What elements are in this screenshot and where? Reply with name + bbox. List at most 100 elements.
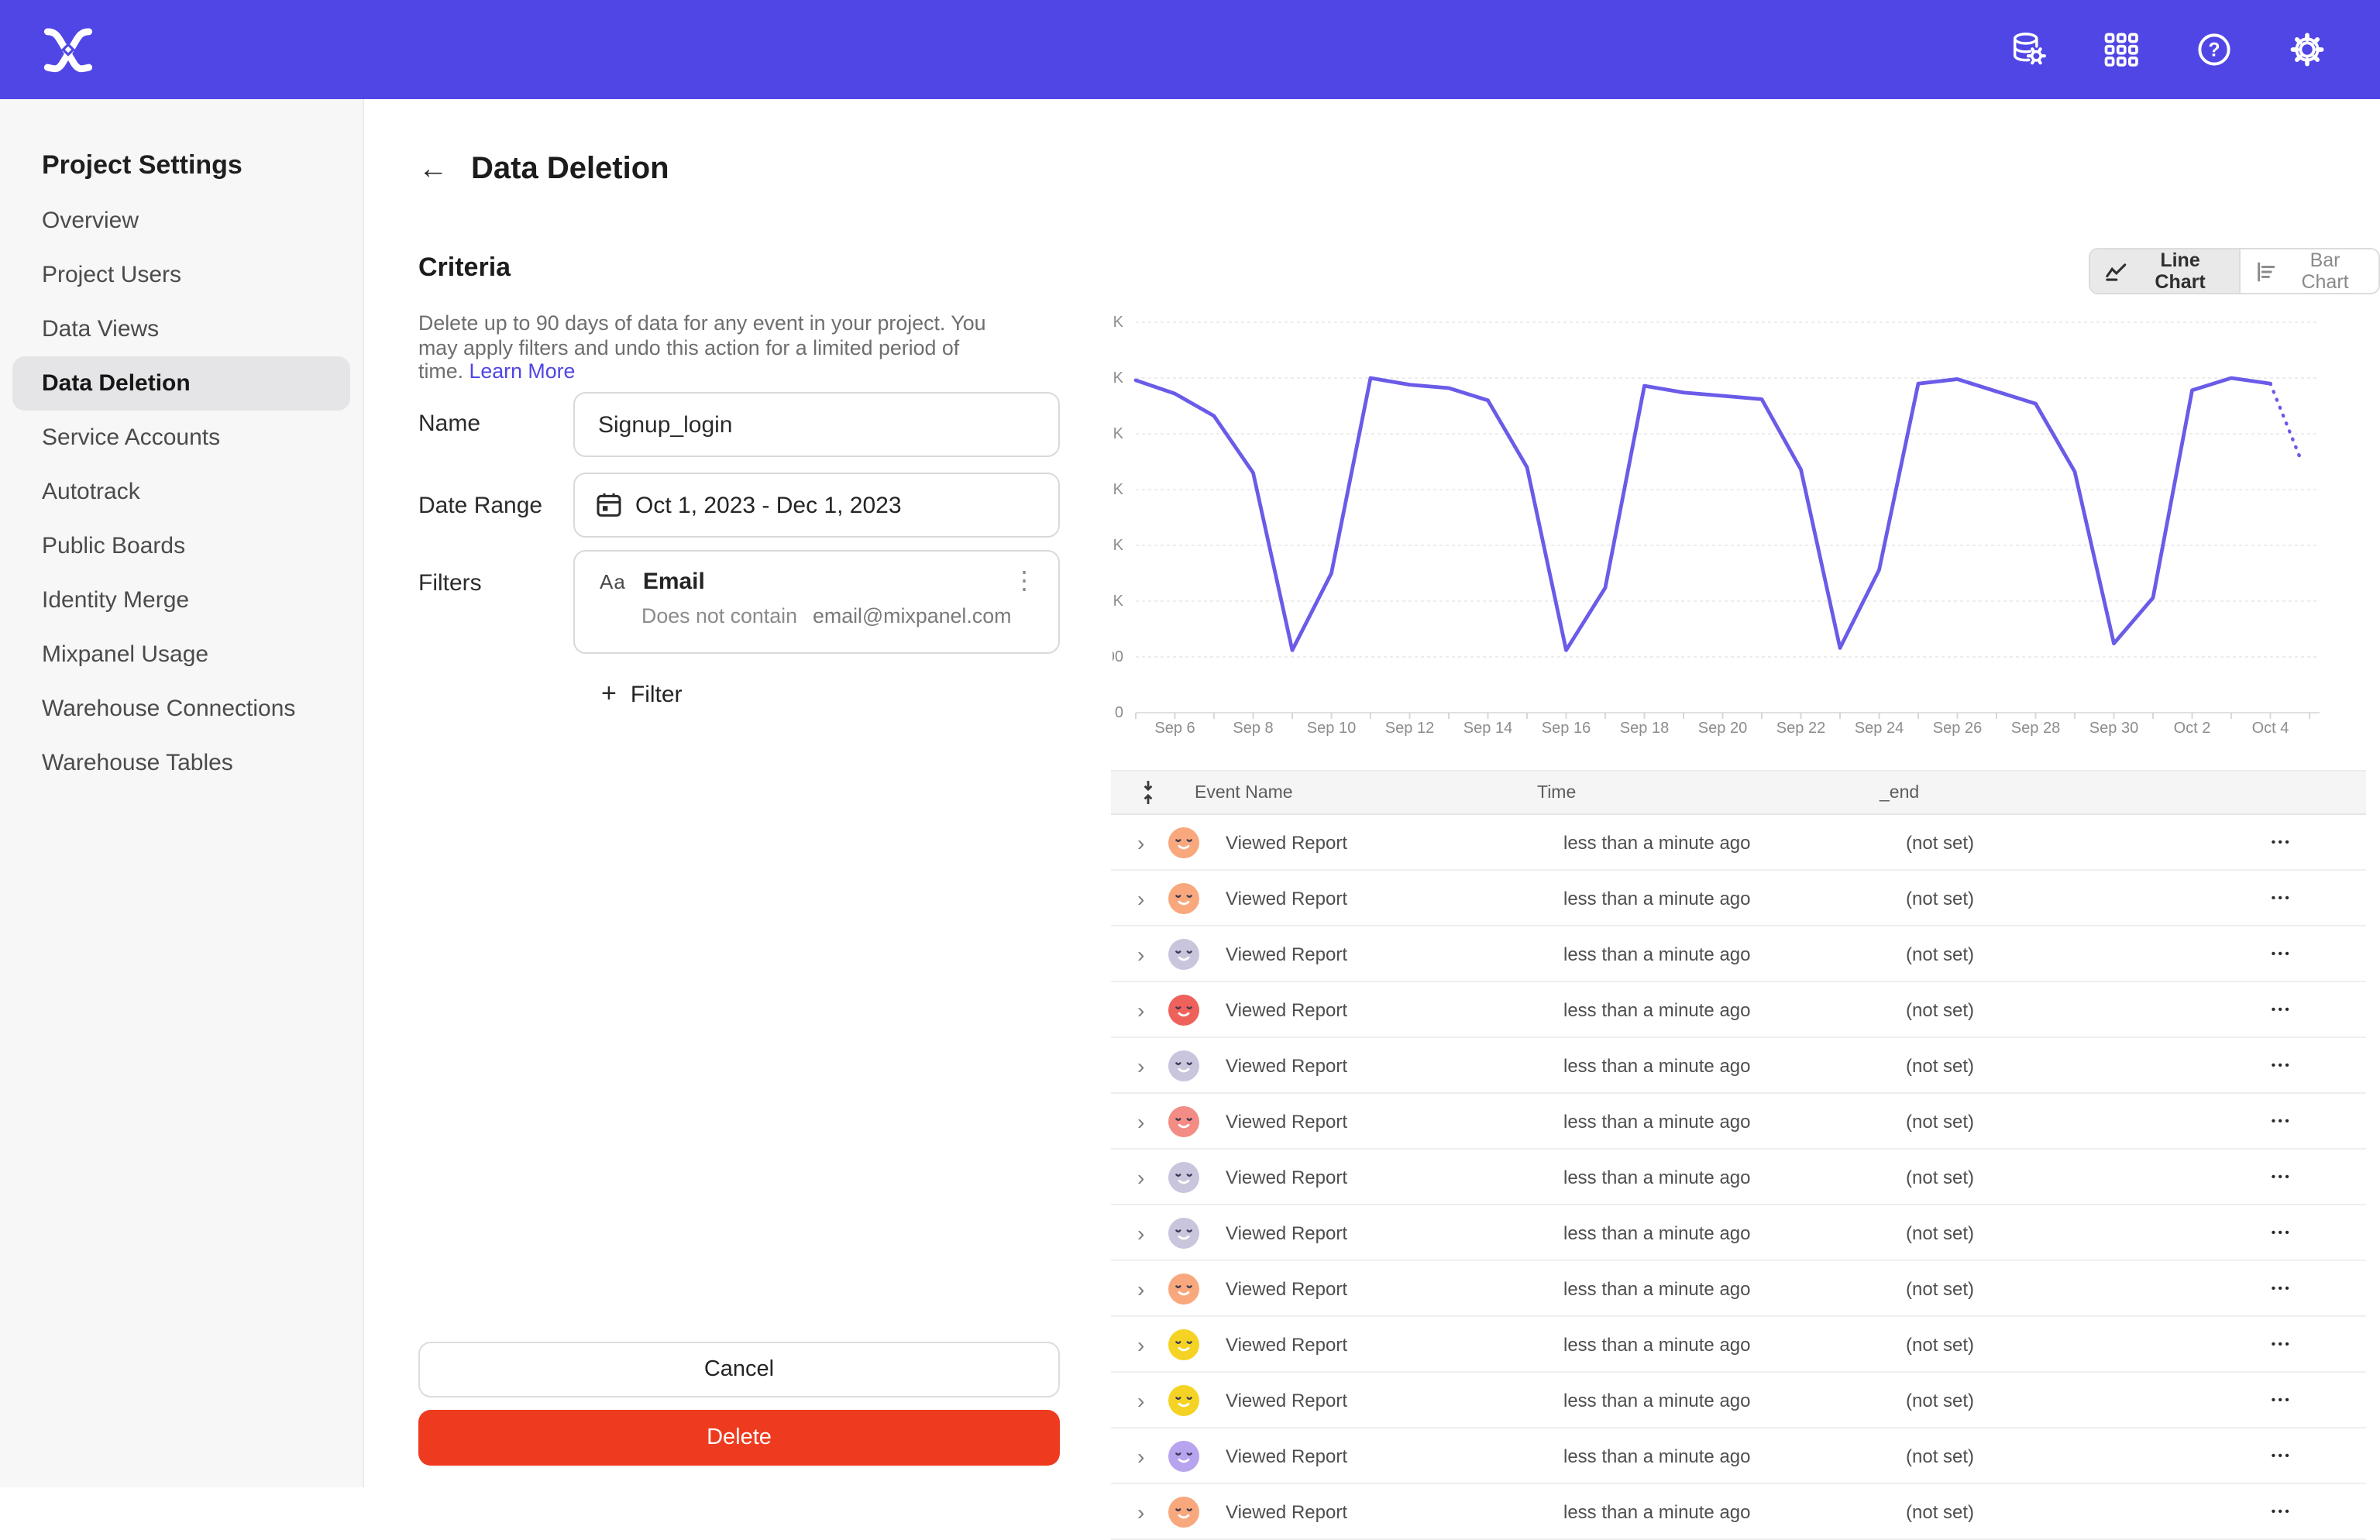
calendar-icon <box>597 493 621 517</box>
table-row[interactable]: › Viewed Report less than a minute ago (not… <box>1111 1373 2366 1428</box>
filter-card[interactable]: Aa Email ⋮ Does not contain email@mixpan… <box>573 550 1060 654</box>
row-actions-icon[interactable]: ••• <box>2268 1445 2295 1466</box>
cell-time: less than a minute ago <box>1563 1166 1751 1188</box>
add-filter-button[interactable]: + Filter <box>592 677 692 711</box>
column-header-event-name: Event Name <box>1195 783 1293 802</box>
table-row[interactable]: › Viewed Report less than a minute ago (not… <box>1111 1038 2366 1094</box>
date-range-label: Date Range <box>418 493 543 519</box>
cell-event-name: Viewed Report <box>1226 1389 1347 1411</box>
sidebar-item-data-views[interactable]: Data Views <box>42 316 160 342</box>
row-actions-icon[interactable]: ••• <box>2268 1111 2295 1131</box>
back-arrow-icon[interactable]: ← <box>418 153 448 186</box>
table-row[interactable]: › Viewed Report less than a minute ago (not… <box>1111 871 2366 926</box>
sidebar-item-public-boards[interactable]: Public Boards <box>42 533 186 559</box>
y-axis-tick-label: 20K <box>1113 481 1124 498</box>
table-row[interactable]: › Viewed Report less than a minute ago (not… <box>1111 1150 2366 1205</box>
row-actions-icon[interactable]: ••• <box>2268 1222 2295 1243</box>
table-row[interactable]: › Viewed Report less than a minute ago (not… <box>1111 1317 2366 1373</box>
sidebar-item-mixpanel-usage[interactable]: Mixpanel Usage <box>42 641 209 668</box>
bar-chart-toggle-button[interactable]: Bar Chart <box>2239 249 2378 293</box>
row-expander-icon[interactable]: › <box>1137 997 1145 1022</box>
row-expander-icon[interactable]: › <box>1137 941 1145 966</box>
sidebar-item-warehouse-tables[interactable]: Warehouse Tables <box>42 750 233 776</box>
x-axis-tick-label: Sep 8 <box>1233 720 1273 737</box>
date-range-picker[interactable]: Oct 1, 2023 - Dec 1, 2023 <box>573 473 1060 538</box>
x-axis-tick-label: Sep 20 <box>1698 720 1747 737</box>
page-header: ← Data Deletion <box>418 152 669 187</box>
sidebar-item-identity-merge[interactable]: Identity Merge <box>42 587 190 614</box>
row-expander-icon[interactable]: › <box>1137 1499 1145 1524</box>
cell-end: (not set) <box>1906 1277 1975 1299</box>
cell-end: (not set) <box>1906 1500 1975 1522</box>
table-row[interactable]: › Viewed Report less than a minute ago (not… <box>1111 1484 2366 1540</box>
user-avatar <box>1168 882 1221 913</box>
row-expander-icon[interactable]: › <box>1137 1053 1145 1078</box>
table-row[interactable]: › Viewed Report less than a minute ago (not… <box>1111 815 2366 871</box>
cell-time: less than a minute ago <box>1563 831 1751 853</box>
row-expander-icon[interactable]: › <box>1137 1332 1145 1356</box>
cell-end: (not set) <box>1906 999 1975 1020</box>
x-axis-tick-label: Sep 26 <box>1933 720 1982 737</box>
name-label: Name <box>418 411 481 437</box>
x-axis-tick-label: Sep 16 <box>1542 720 1591 737</box>
cell-event-name: Viewed Report <box>1226 1500 1347 1522</box>
cell-end: (not set) <box>1906 887 1975 909</box>
row-expander-icon[interactable]: › <box>1137 1387 1145 1412</box>
table-header: Event Name Time _end <box>1111 770 2366 815</box>
row-actions-icon[interactable]: ••• <box>2268 1167 2295 1187</box>
table-row[interactable]: › Viewed Report less than a minute ago (not… <box>1111 1205 2366 1261</box>
criteria-description-text: Delete up to 90 days of data for any eve… <box>418 311 986 383</box>
row-actions-icon[interactable]: ••• <box>2268 1278 2295 1298</box>
row-actions-icon[interactable]: ••• <box>2268 888 2295 908</box>
row-actions-icon[interactable]: ••• <box>2268 1390 2295 1410</box>
line-chart-toggle-button[interactable]: Line Chart <box>2090 249 2240 293</box>
table-row[interactable]: › Viewed Report less than a minute ago (not… <box>1111 926 2366 982</box>
row-expander-icon[interactable]: › <box>1137 830 1145 854</box>
cell-event-name: Viewed Report <box>1226 943 1347 964</box>
table-row[interactable]: › Viewed Report less than a minute ago (not… <box>1111 982 2366 1038</box>
filter-kebab-menu-icon[interactable]: ⋮ <box>1006 569 1043 593</box>
filter-value[interactable]: email@mixpanel.com <box>813 604 1012 627</box>
sidebar-item-warehouse-connections[interactable]: Warehouse Connections <box>42 696 296 722</box>
x-axis-tick-label: Oct 4 <box>2252 720 2289 737</box>
user-avatar <box>1168 1050 1221 1081</box>
row-actions-icon[interactable]: ••• <box>2268 1501 2295 1521</box>
sidebar-item-autotrack[interactable]: Autotrack <box>42 479 140 505</box>
row-actions-icon[interactable]: ••• <box>2268 1055 2295 1075</box>
row-expander-icon[interactable]: › <box>1137 1164 1145 1189</box>
table-row[interactable]: › Viewed Report less than a minute ago (not… <box>1111 1261 2366 1317</box>
filter-operator[interactable]: Does not contain <box>641 604 797 627</box>
string-property-icon: Aa <box>600 570 626 593</box>
settings-gear-icon[interactable] <box>2287 29 2327 70</box>
table-row[interactable]: › Viewed Report less than a minute ago (not… <box>1111 1428 2366 1484</box>
sidebar-item-project-users[interactable]: Project Users <box>42 262 182 288</box>
user-avatar <box>1168 1329 1221 1360</box>
row-actions-icon[interactable]: ••• <box>2268 944 2295 964</box>
cell-end: (not set) <box>1906 1054 1975 1076</box>
row-expander-icon[interactable]: › <box>1137 1109 1145 1133</box>
apps-grid-icon[interactable] <box>2101 29 2141 70</box>
row-expander-icon[interactable]: › <box>1137 1276 1145 1301</box>
help-icon[interactable]: ? <box>2194 29 2234 70</box>
filters-label: Filters <box>418 570 482 596</box>
row-expander-icon[interactable]: › <box>1137 1220 1145 1245</box>
sidebar-item-overview[interactable]: Overview <box>42 208 139 234</box>
mixpanel-logo-icon[interactable] <box>43 25 93 74</box>
row-actions-icon[interactable]: ••• <box>2268 1334 2295 1354</box>
row-actions-icon[interactable]: ••• <box>2268 832 2295 852</box>
y-axis-tick-label: 30K <box>1113 370 1124 387</box>
delete-button[interactable]: Delete <box>418 1410 1060 1466</box>
sidebar-item-service-accounts[interactable]: Service Accounts <box>42 425 221 451</box>
cancel-button[interactable]: Cancel <box>418 1342 1060 1397</box>
data-settings-icon[interactable] <box>2008 29 2048 70</box>
table-row[interactable]: › Viewed Report less than a minute ago (not… <box>1111 1094 2366 1150</box>
name-input[interactable] <box>573 392 1060 457</box>
row-expander-icon[interactable]: › <box>1137 1443 1145 1468</box>
user-avatar <box>1168 1496 1221 1527</box>
sort-icon[interactable] <box>1111 778 1195 807</box>
learn-more-link[interactable]: Learn More <box>469 359 576 383</box>
sidebar-item-data-deletion[interactable]: Data Deletion <box>12 356 350 411</box>
row-actions-icon[interactable]: ••• <box>2268 999 2295 1019</box>
y-axis-tick-label: 5,000 <box>1113 648 1123 665</box>
row-expander-icon[interactable]: › <box>1137 885 1145 910</box>
